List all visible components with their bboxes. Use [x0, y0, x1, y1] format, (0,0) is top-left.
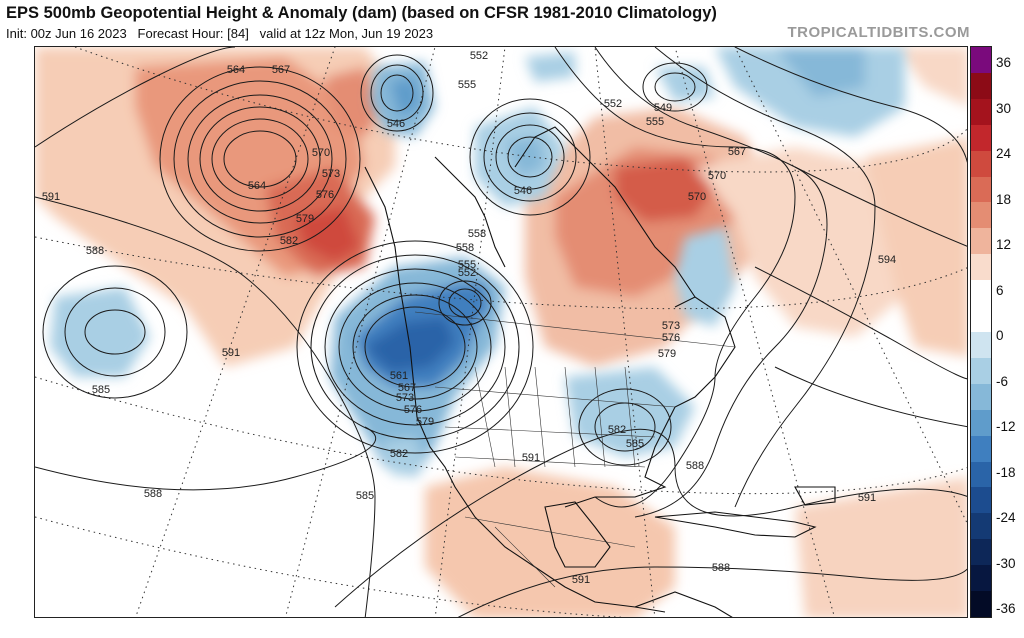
contour-label: 570	[708, 170, 726, 182]
colorbar-tick-label: 6	[996, 282, 1004, 298]
contour-label: 591	[858, 492, 876, 504]
contour-labels: 564 5675525555495525555465705735765645675…	[42, 50, 896, 586]
colorbar-segment	[971, 409, 991, 437]
contour-label: 585	[356, 490, 374, 502]
forecast-hour: Forecast Hour: [84]	[137, 26, 249, 41]
colorbar-tick-label: 36	[996, 55, 1012, 70]
contour-label: 588	[86, 245, 104, 257]
contour-label: 552	[470, 50, 488, 62]
contour-label: 546	[514, 185, 532, 197]
colorbar-tick-label: -24	[996, 510, 1016, 525]
contour-label: 576	[316, 189, 334, 201]
contour-label: 570	[312, 147, 330, 159]
contour-label: 594	[878, 254, 896, 266]
contour-label: 564	[248, 180, 266, 192]
colorbar-segment	[971, 98, 991, 126]
contour-label: 588	[712, 562, 730, 574]
contour-label: 573	[322, 168, 340, 180]
map-title: EPS 500mb Geopotential Height & Anomaly …	[6, 4, 717, 22]
contour-label: 588	[144, 488, 162, 500]
colorbar-segment	[971, 539, 991, 566]
colorbar-tick-label: 30	[996, 100, 1012, 116]
contour-label: 579	[416, 416, 434, 428]
contour-label: 567	[272, 64, 290, 76]
contour-label: 573	[396, 392, 414, 404]
contour-label: 582	[608, 424, 626, 436]
contour-label: 582	[390, 448, 408, 460]
colorbar-segment	[971, 306, 991, 333]
coastlines	[364, 126, 836, 617]
contour-label: 549	[654, 102, 672, 114]
contour-label: 570	[688, 191, 706, 203]
contour-label: 585	[626, 438, 644, 450]
colorbar-tick-label: -18	[996, 464, 1016, 480]
contour-label: 576	[404, 404, 422, 416]
map-subtitle: Init: 00z Jun 16 2023 Forecast Hour: [84…	[6, 26, 433, 41]
colorbar-tick-label: -12	[996, 419, 1016, 434]
contour-label: 582	[280, 235, 298, 247]
colorbar-segment	[971, 150, 991, 178]
colorbar-segment	[971, 565, 991, 592]
map-header: EPS 500mb Geopotential Height & Anomaly …	[0, 0, 1024, 46]
colorbar-segment	[971, 72, 991, 100]
colorbar-segment	[971, 124, 991, 152]
contour-label: 576	[662, 332, 680, 344]
contour-label: 555	[458, 259, 476, 271]
contour-label: 591	[572, 574, 590, 586]
colorbar-segment	[971, 383, 991, 411]
colorbar-tick-label: 12	[996, 237, 1012, 252]
anomaly-map: 564 567 552 555 549 552 555 546 570 573 576 564 567 5…	[34, 46, 968, 618]
contour-label: 567	[398, 382, 416, 394]
colorbar-segment	[971, 254, 991, 281]
contour-label: 588	[686, 460, 704, 472]
colorbar-tick-label: 0	[996, 328, 1004, 343]
contour-label: 552	[604, 98, 622, 110]
init-time: Init: 00z Jun 16 2023	[6, 26, 127, 41]
colorbar-segment	[971, 332, 991, 359]
contour-label: 585	[92, 384, 110, 396]
contour-label: 573	[662, 320, 680, 332]
colorbar-segment	[971, 487, 991, 514]
colorbar-tick-label: -30	[996, 555, 1016, 571]
colorbar-tick-label: 18	[996, 191, 1012, 207]
contour-label: 579	[658, 348, 676, 360]
colorbar-segment	[971, 357, 991, 385]
contour-label: 579	[296, 213, 314, 225]
contour-label: 546	[387, 118, 405, 130]
colorbar-segment	[971, 228, 991, 255]
contour-label: 564	[227, 64, 245, 76]
brand-watermark: TROPICALTIDBITS.COM	[787, 24, 970, 41]
contour-label: 558	[468, 228, 486, 240]
contour-label: 555	[646, 116, 664, 128]
contour-label: 591	[222, 347, 240, 359]
height-contours	[35, 47, 967, 617]
colorbar	[970, 46, 992, 618]
anomaly-shading	[35, 47, 967, 617]
colorbar-segment	[971, 435, 991, 463]
graticule	[35, 47, 967, 617]
map-svg: 564 5675525555495525555465705735765645675…	[35, 47, 967, 617]
colorbar-segment	[971, 280, 991, 307]
colorbar-tick-label: -36	[996, 601, 1016, 616]
colorbar-segment	[971, 461, 991, 488]
political-borders	[414, 311, 736, 588]
colorbar-segment	[971, 176, 991, 203]
colorbar-segment	[971, 47, 991, 74]
colorbar-segment	[971, 591, 991, 618]
colorbar-segment	[971, 513, 991, 540]
contour-label: 555	[458, 79, 476, 91]
contour-label: 552	[458, 267, 476, 279]
contour-label: 591	[42, 191, 60, 203]
colorbar-segment	[971, 202, 991, 229]
contour-label: 558	[456, 242, 474, 254]
valid-time: valid at 12z Mon, Jun 19 2023	[259, 26, 434, 41]
negative-anomaly-shading	[50, 47, 905, 477]
contour-label: 567	[728, 146, 746, 158]
colorbar-tick-label: 24	[996, 146, 1012, 161]
contour-label: 591	[522, 452, 540, 464]
contour-label: 561	[390, 370, 408, 382]
colorbar-tick-label: -6	[996, 373, 1009, 389]
